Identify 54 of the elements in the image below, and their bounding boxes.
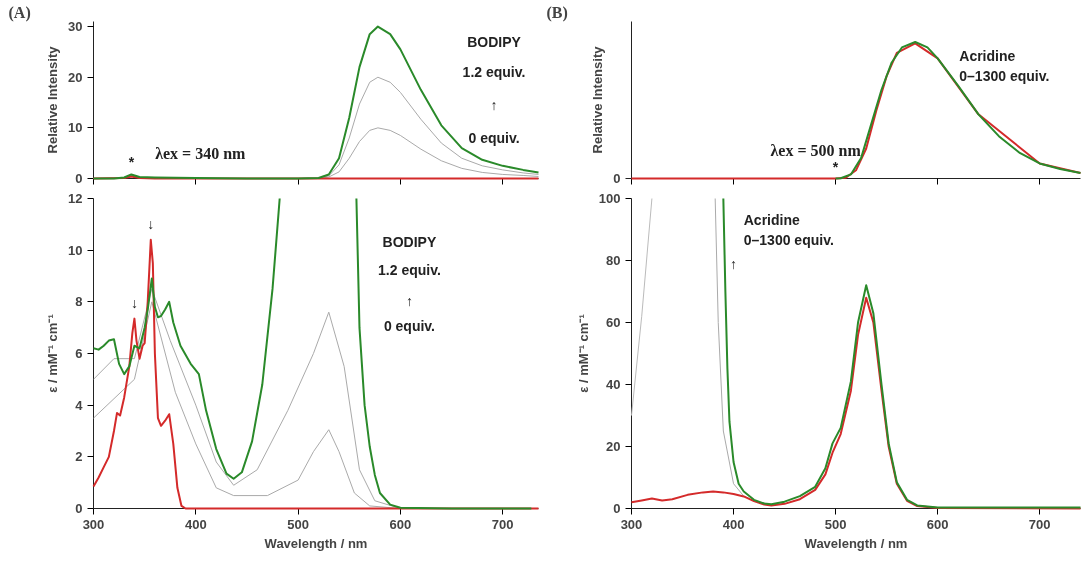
y-axis-title: Relative Intensity [590,45,606,154]
y-tick-label: 60 [606,315,621,330]
y-tick-label: 10 [68,120,83,136]
annotation: * [128,154,135,171]
x-tick-label: 300 [620,516,643,532]
x-axis-title: Wavelength / nm [804,535,908,551]
x-tick-label: 600 [926,516,949,532]
x-tick-label: 700 [1028,516,1051,532]
annotation: * [832,158,839,175]
annotation: 0–1300 equiv. [959,68,1050,85]
annotation: ↑ [729,255,737,272]
annotation: 1.2 equiv. [378,261,441,278]
annotation: ↓ [147,215,155,232]
y-tick-label: 6 [75,346,83,361]
x-tick-label: 400 [184,516,207,532]
annotation: ↑ [490,96,498,113]
annotation: BODIPY [467,33,522,50]
x-tick-label: 400 [722,516,745,532]
y-tick-label: 12 [68,191,83,206]
y-tick-label: 2 [75,449,83,465]
annotation: ↓ [130,294,138,311]
y-tick-label: 20 [606,439,621,454]
annotation: λex = 500 nm [770,141,862,159]
annotation: BODIPY [382,233,437,250]
y-tick-label: 8 [75,294,83,310]
text: (A) [8,3,31,22]
x-tick-label: 500 [287,516,309,532]
text: (B) [546,3,568,22]
y-axis-title: ε / mM⁻¹ cm⁻¹ [575,314,591,393]
annotation: 0 equiv. [383,317,435,334]
y-tick-label: 30 [68,19,83,35]
annotation: 1.2 equiv. [462,63,526,80]
y-tick-label: 0 [75,501,83,516]
x-tick-label: 700 [491,516,514,532]
annotation: Acridine [743,212,800,229]
y-tick-label: 100 [598,191,621,206]
y-axis-title: ε / mM⁻¹ cm⁻¹ [45,314,61,393]
y-tick-label: 0 [613,501,621,516]
x-tick-label: 600 [389,516,412,532]
y-axis-title: Relative Intensity [45,45,61,154]
annotation: ↑ [405,292,413,309]
x-tick-label: 500 [824,516,847,532]
annotation: λex = 340 nm [155,144,247,162]
y-tick-label: 20 [68,69,83,85]
x-tick-label: 300 [82,516,105,532]
annotation: Acridine [959,48,1016,65]
annotation: 0 equiv. [468,129,520,146]
annotation: 0–1300 equiv. [743,232,834,249]
x-axis-title: Wavelength / nm [264,535,368,551]
y-tick-label: 40 [606,377,621,392]
y-tick-label: 0 [75,171,83,186]
y-tick-label: 4 [75,397,84,413]
y-tick-label: 10 [68,242,83,258]
y-tick-label: 80 [606,253,621,268]
